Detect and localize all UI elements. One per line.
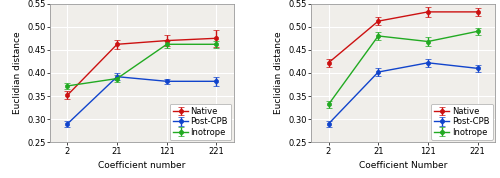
Legend: Native, Post-CPB, Inotrope: Native, Post-CPB, Inotrope xyxy=(431,104,492,140)
Y-axis label: Euclidian distance: Euclidian distance xyxy=(13,32,22,114)
Y-axis label: Euclidian distance: Euclidian distance xyxy=(274,32,283,114)
X-axis label: Coefficient Number: Coefficient Number xyxy=(359,161,447,170)
Legend: Native, Post-CPB, Inotrope: Native, Post-CPB, Inotrope xyxy=(170,104,232,140)
X-axis label: Coefficient number: Coefficient number xyxy=(98,161,186,170)
